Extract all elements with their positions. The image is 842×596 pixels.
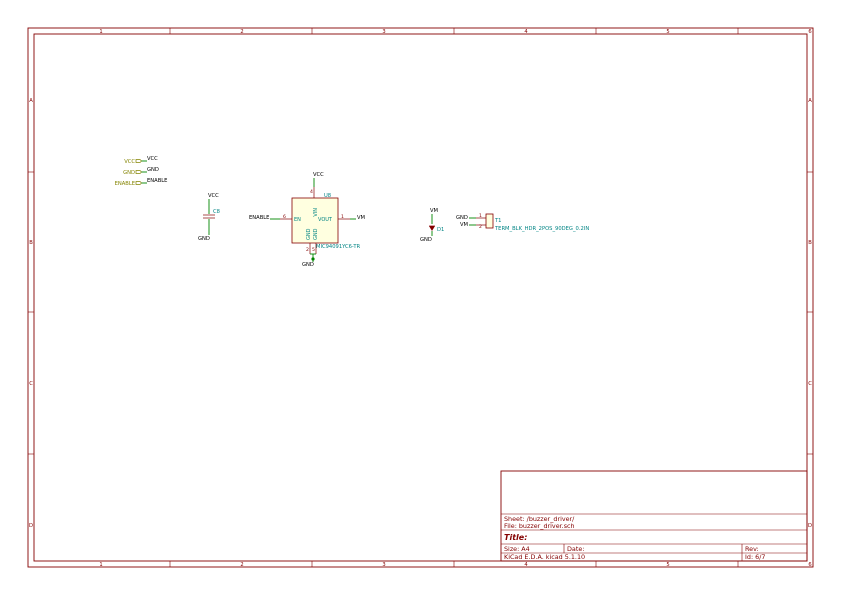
title-block: Sheet: /buzzer_driver/ File: buzzer_driv…	[500, 470, 808, 562]
d1-net-gnd: GND	[420, 237, 432, 243]
frame-col-4-bottom: 4	[524, 562, 528, 568]
hier-label-vcc-text: VCC	[124, 159, 135, 165]
net-label-gnd: GND	[147, 167, 159, 173]
u8-vin-net: VCC	[313, 172, 324, 178]
u8-vout-net: VM	[357, 215, 365, 221]
u8-pin-num-gnd2: 5	[312, 247, 315, 253]
title-block-sheet: Sheet: /buzzer_driver/	[504, 515, 575, 523]
net-label-vcc: VCC	[147, 156, 158, 162]
hier-label-gnd-shape	[135, 170, 142, 174]
title-block-title: Title:	[504, 533, 527, 542]
u8-pin-name-en: EN	[294, 217, 301, 223]
frame-col-6-top: 6	[808, 29, 811, 35]
frame-row-a-left: A	[29, 98, 33, 104]
u8-value: MIC94091YC6-TR	[316, 244, 361, 250]
hier-label-gnd[interactable]: GND GND	[123, 167, 159, 176]
frame-col-5-bottom: 5	[666, 562, 669, 568]
t1-net-vm: VM	[460, 222, 468, 228]
t1-net-gnd: GND	[456, 215, 468, 221]
title-block-size: Size: A4	[504, 545, 530, 553]
title-block-id: Id: 6/7	[745, 553, 765, 561]
frame-row-a-right: A	[808, 98, 812, 104]
cap-net-vcc: VCC	[208, 193, 219, 199]
u8-pin-name-vin: VIN	[313, 208, 319, 217]
frame-row-b-left: B	[29, 240, 33, 246]
frame-col-2-bottom: 2	[240, 562, 243, 568]
capacitor-c8[interactable]: VCC C8 GND	[198, 193, 220, 242]
frame-row-b-right: B	[808, 240, 812, 246]
hier-label-enable-text: ENABLE	[115, 181, 135, 187]
u8-pin-num-en: 6	[283, 214, 286, 220]
u8-gnd-net: GND	[302, 262, 314, 268]
frame-col-1-top: 1	[99, 29, 102, 35]
u8-pin-num-gnd1: 2	[306, 247, 309, 253]
u8-gnd-junction	[311, 257, 315, 261]
frame-row-d-right: D	[808, 523, 812, 529]
title-block-file: File: buzzer_driver.sch	[504, 522, 575, 530]
hier-labels: VCC VCC GND GND ENABLE ENABLE	[115, 156, 168, 187]
frame-row-d-left: D	[29, 523, 33, 529]
frame-col-3-bottom: 3	[382, 562, 385, 568]
frame-col-5-top: 5	[666, 29, 669, 35]
drawing-frame: 1 2 3 4 5 6 1 2 3 4 5 6 A B C D A B C D	[27, 27, 814, 568]
u8-pin-num-vout: 1	[341, 214, 344, 220]
diode-d1[interactable]: VM D1 GND	[420, 208, 444, 243]
regulator-u8[interactable]: VCC 4 U8 VIN EN VOUT GND GND ENABLE 6 1 …	[249, 172, 365, 268]
hier-label-vcc-shape	[135, 159, 142, 163]
hier-label-enable-shape	[135, 181, 142, 185]
frame-col-1-bottom: 1	[99, 562, 102, 568]
title-block-tool: KiCad E.D.A. kicad 5.1.10	[504, 553, 585, 561]
t1-value: TERM_BLK_HDR_2POS_90DEG_0.2IN	[494, 226, 589, 232]
frame-col-2-top: 2	[240, 29, 243, 35]
u8-pin-name-gnd2: GND	[313, 228, 319, 240]
u8-pin-name-gnd1: GND	[306, 228, 312, 240]
u8-pin-num-vin: 4	[310, 189, 313, 195]
u8-ref: U8	[324, 193, 331, 199]
hier-label-vcc[interactable]: VCC VCC	[124, 156, 158, 165]
frame-row-c-left: C	[29, 381, 33, 387]
frame-row-c-right: C	[808, 381, 812, 387]
frame-col-4-top: 4	[524, 29, 528, 35]
t1-ref: T1	[494, 218, 501, 224]
hier-label-enable[interactable]: ENABLE ENABLE	[115, 178, 168, 187]
d1-ref: D1	[437, 227, 444, 233]
hier-label-gnd-text: GND	[123, 170, 135, 176]
cap-net-gnd: GND	[198, 236, 210, 242]
d1-body	[429, 226, 435, 231]
cap-ref: C8	[213, 209, 220, 215]
frame-col-3-top: 3	[382, 29, 385, 35]
t1-pin-num-1: 1	[479, 213, 482, 219]
u8-body	[291, 197, 339, 244]
connector-t1[interactable]: GND VM 1 2 T1 TERM_BLK_HDR_2POS_90DEG_0.…	[456, 213, 589, 232]
u8-en-net: ENABLE	[249, 215, 269, 221]
d1-net-vm: VM	[430, 208, 438, 214]
t1-pin-num-2: 2	[479, 224, 482, 230]
net-label-enable: ENABLE	[147, 178, 167, 184]
u8-pin-name-vout: VOUT	[318, 217, 333, 223]
title-block-rev: Rev:	[745, 545, 759, 553]
title-block-date: Date:	[567, 545, 584, 553]
t1-body	[485, 213, 494, 229]
frame-col-6-bottom: 6	[808, 562, 811, 568]
